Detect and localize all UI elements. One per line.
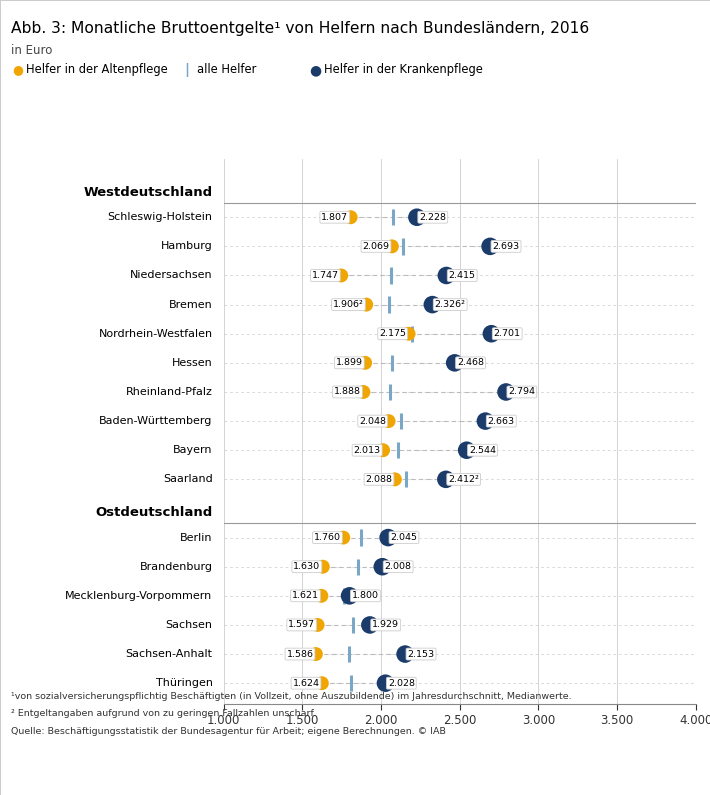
Text: 2.048: 2.048: [359, 417, 386, 425]
Point: [376, 560, 388, 573]
Point: [480, 415, 491, 428]
Text: 1.747: 1.747: [312, 271, 339, 280]
Text: 2.794: 2.794: [508, 387, 535, 397]
Text: 2.228: 2.228: [420, 213, 447, 222]
Point: [486, 328, 497, 340]
Point: [317, 560, 329, 573]
Text: 2.028: 2.028: [388, 679, 415, 688]
Text: alle Helfer: alle Helfer: [197, 64, 257, 76]
Text: 2.175: 2.175: [379, 329, 406, 338]
Point: [336, 270, 347, 282]
Point: [312, 619, 323, 631]
Text: Mecklenburg-Vorpommern: Mecklenburg-Vorpommern: [65, 591, 212, 601]
Point: [440, 473, 452, 486]
Text: 1.760: 1.760: [314, 533, 341, 542]
Point: [389, 473, 400, 486]
Text: 2.412²: 2.412²: [448, 475, 479, 484]
Text: Rheinland-Pfalz: Rheinland-Pfalz: [126, 387, 212, 397]
Text: 2.468: 2.468: [457, 359, 484, 367]
Text: 1.586: 1.586: [287, 650, 314, 658]
Text: 2.701: 2.701: [493, 329, 520, 338]
Text: 1.624: 1.624: [293, 679, 320, 688]
Point: [427, 298, 438, 311]
Text: Nordrhein-Westfalen: Nordrhein-Westfalen: [99, 328, 212, 339]
Point: [383, 531, 394, 544]
Text: ¹von sozialversicherungspflichtig Beschäftigten (in Vollzeit, ohne Auszubildende: ¹von sozialversicherungspflichtig Beschä…: [11, 692, 572, 700]
Text: ² Entgeltangaben aufgrund von zu geringen Fallzahlen unscharf.: ² Entgeltangaben aufgrund von zu geringe…: [11, 709, 316, 718]
Point: [441, 270, 452, 282]
Text: Saarland: Saarland: [163, 475, 212, 484]
Text: 2.088: 2.088: [366, 475, 393, 484]
Text: 2.663: 2.663: [488, 417, 515, 425]
Point: [403, 328, 414, 340]
Text: Bremen: Bremen: [169, 300, 212, 309]
Text: ●: ●: [12, 64, 23, 76]
Text: 2.069: 2.069: [363, 242, 390, 251]
Point: [461, 444, 472, 456]
Point: [344, 589, 355, 602]
Text: 2.013: 2.013: [354, 446, 381, 455]
Text: Quelle: Beschäftigungsstatistik der Bundesagentur für Arbeit; eigene Berechnunge: Quelle: Beschäftigungsstatistik der Bund…: [11, 727, 446, 735]
Text: 2.153: 2.153: [408, 650, 435, 658]
Point: [364, 619, 376, 631]
Text: Helfer in der Krankenpflege: Helfer in der Krankenpflege: [324, 64, 484, 76]
Point: [316, 677, 327, 689]
Text: 1.630: 1.630: [293, 562, 320, 571]
Text: 2.415: 2.415: [449, 271, 476, 280]
Text: Bayern: Bayern: [173, 445, 212, 456]
Point: [337, 531, 349, 544]
Point: [378, 444, 389, 456]
Text: Brandenburg: Brandenburg: [140, 562, 212, 572]
Text: |: |: [185, 63, 190, 77]
Text: 1.621: 1.621: [292, 591, 319, 600]
Text: 1.888: 1.888: [334, 387, 361, 397]
Text: Hamburg: Hamburg: [160, 242, 212, 251]
Text: Niedersachsen: Niedersachsen: [130, 270, 212, 281]
Point: [316, 589, 327, 602]
Text: ●: ●: [309, 63, 321, 77]
Text: 2.544: 2.544: [469, 446, 496, 455]
Text: 1.597: 1.597: [288, 620, 315, 630]
Text: 1.906²: 1.906²: [333, 300, 364, 309]
Text: Thüringen: Thüringen: [155, 678, 212, 688]
Text: 1.929: 1.929: [372, 620, 399, 630]
Text: Sachsen: Sachsen: [165, 620, 212, 630]
Point: [449, 356, 460, 369]
Text: Schleswig-Holstein: Schleswig-Holstein: [107, 212, 212, 223]
Text: Baden-Württemberg: Baden-Württemberg: [99, 416, 212, 426]
Text: Sachsen-Anhalt: Sachsen-Anhalt: [126, 649, 212, 659]
Point: [411, 211, 422, 223]
Point: [380, 677, 391, 689]
Text: Berlin: Berlin: [180, 533, 212, 542]
Point: [361, 298, 372, 311]
Text: in Euro: in Euro: [11, 44, 52, 56]
Point: [310, 648, 322, 661]
Point: [359, 356, 371, 369]
Text: Hessen: Hessen: [172, 358, 212, 368]
Text: 1.807: 1.807: [322, 213, 349, 222]
Text: Ostdeutschland: Ostdeutschland: [95, 506, 212, 519]
Text: 2.693: 2.693: [493, 242, 520, 251]
Point: [358, 386, 369, 398]
Point: [386, 240, 398, 253]
Text: 2.326²: 2.326²: [435, 300, 466, 309]
Text: 2.008: 2.008: [385, 562, 412, 571]
Point: [383, 415, 394, 428]
Point: [400, 648, 411, 661]
Point: [345, 211, 356, 223]
Text: 1.800: 1.800: [352, 591, 379, 600]
Text: 1.899: 1.899: [336, 359, 363, 367]
Text: Westdeutschland: Westdeutschland: [83, 186, 212, 199]
Point: [484, 240, 496, 253]
Text: Abb. 3: Monatliche Bruttoentgelte¹ von Helfern nach Bundesländern, 2016: Abb. 3: Monatliche Bruttoentgelte¹ von H…: [11, 21, 589, 36]
Text: Helfer in der Altenpflege: Helfer in der Altenpflege: [26, 64, 168, 76]
Text: 2.045: 2.045: [391, 533, 417, 542]
Point: [501, 386, 512, 398]
